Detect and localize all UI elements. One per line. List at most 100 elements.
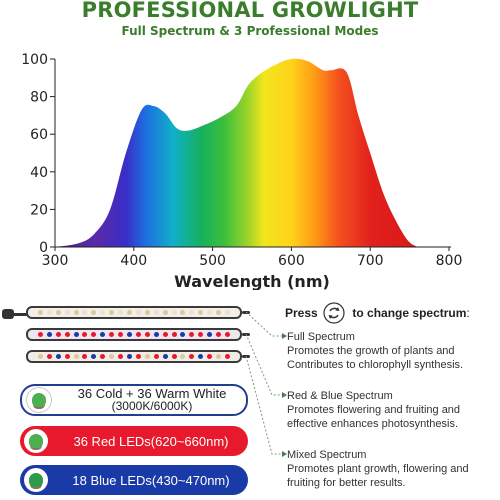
- mode-red-blue-spectrum: Red & Blue Spectrum Promotes flowering a…: [287, 389, 460, 431]
- led-dot: [118, 310, 124, 315]
- mode-mixed-spectrum: Mixed Spectrum Promotes plant growth, fl…: [287, 448, 469, 490]
- spectrum-area: [55, 58, 418, 247]
- led-dot: [135, 332, 141, 337]
- led-dot: [46, 332, 52, 337]
- led-dot: [118, 354, 124, 359]
- led-option-white: 36 Cold + 36 Warm White (3000K/6000K): [20, 384, 248, 416]
- led-dot: [127, 354, 133, 359]
- led-dot: [171, 332, 177, 337]
- led-dot: [82, 310, 88, 315]
- led-dot: [153, 354, 159, 359]
- cycle-arrows-icon[interactable]: [323, 302, 345, 327]
- led-dot: [144, 354, 150, 359]
- led-dot: [109, 332, 115, 337]
- white-light-bar: [26, 306, 242, 319]
- led-dot: [180, 332, 186, 337]
- led-dot: [100, 354, 106, 359]
- led-dot: [109, 354, 115, 359]
- led-dot: [91, 332, 97, 337]
- led-dot: [189, 310, 195, 315]
- led-dot: [109, 310, 115, 315]
- led-dot: [55, 332, 61, 337]
- led-dot: [189, 332, 195, 337]
- led-dot: [216, 354, 222, 359]
- mode-desc-line2: effective enhances photosynthesis.: [287, 418, 459, 430]
- led-option-label: 18 Blue LEDs(430~470nm): [72, 472, 230, 488]
- led-dot: [55, 310, 61, 315]
- led-option-label: 36 Red LEDs(620~660nm): [73, 433, 229, 449]
- mode-desc-line2: Contributes to chlorophyll synthesis.: [287, 359, 464, 371]
- spectrum-chart: 0 20 40 60 80 100 300 400 500 600 700 800 Wavelength…: [21, 52, 463, 290]
- x-tick-label: 500: [199, 253, 226, 269]
- bar-cable: [242, 311, 250, 314]
- bar-cable: [242, 333, 250, 336]
- mode-title: Full Spectrum: [287, 331, 355, 343]
- led-dot: [144, 332, 150, 337]
- bar-cable: [242, 355, 250, 358]
- mode-title: Red & Blue Spectrum: [287, 390, 393, 402]
- x-tick-label: 800: [436, 253, 463, 269]
- led-dot: [198, 332, 204, 337]
- led-dot: [73, 310, 79, 315]
- mode-full-spectrum: Full Spectrum Promotes the growth of pla…: [287, 330, 463, 372]
- x-axis-title: Wavelength (nm): [174, 272, 330, 290]
- led-dot: [37, 354, 43, 359]
- y-tick-label: 60: [30, 127, 48, 143]
- led-dot: [162, 310, 168, 315]
- led-dot: [171, 310, 177, 315]
- led-dot: [127, 310, 133, 315]
- y-tick-label: 0: [39, 240, 48, 256]
- press-label: Press: [285, 306, 318, 320]
- mode-desc-line1: Promotes flowering and fruiting and: [287, 404, 461, 416]
- led-dot: [135, 310, 141, 315]
- led-dot: [73, 332, 79, 337]
- led-dot: [144, 310, 150, 315]
- page-subtitle: Full Spectrum & 3 Professional Modes: [121, 24, 379, 38]
- y-tick-label: 100: [21, 52, 48, 68]
- led-dot: [64, 310, 70, 315]
- led-dot: [46, 354, 52, 359]
- x-tick-label: 600: [278, 253, 305, 269]
- led-dot: [207, 310, 213, 315]
- led-dot: [91, 354, 97, 359]
- led-dot: [207, 354, 213, 359]
- led-dot: [64, 354, 70, 359]
- led-dot: [153, 332, 159, 337]
- led-dot: [180, 310, 186, 315]
- led-dot: [198, 310, 204, 315]
- led-dot: [37, 332, 43, 337]
- led-option-blue: 18 Blue LEDs(430~470nm): [20, 465, 248, 495]
- led-dot: [162, 332, 168, 337]
- led-dot: [224, 332, 230, 337]
- mode-title: Mixed Spectrum: [287, 449, 367, 461]
- mode-desc-line1: Promotes plant growth, flowering and: [287, 463, 469, 475]
- y-tick-label: 80: [30, 90, 48, 106]
- press-suffix: to change spectrum: [352, 306, 467, 320]
- led-dot: [82, 332, 88, 337]
- y-tick-label: 20: [30, 202, 48, 218]
- led-dot: [216, 332, 222, 337]
- led-dot: [189, 354, 195, 359]
- bar-cable: [8, 313, 28, 316]
- led-option-line1: 36 Cold + 36 Warm White: [77, 386, 227, 401]
- led-dot: [82, 354, 88, 359]
- led-dot: [100, 310, 106, 315]
- led-dot: [73, 354, 79, 359]
- led-dot: [46, 310, 52, 315]
- led-dot: [55, 354, 61, 359]
- plant-icon: [24, 429, 48, 453]
- led-dot: [64, 332, 70, 337]
- led-option-red: 36 Red LEDs(620~660nm): [20, 426, 248, 456]
- cable-plug: [2, 309, 14, 319]
- led-dot: [153, 310, 159, 315]
- led-dot: [162, 354, 168, 359]
- led-dot: [37, 310, 43, 315]
- x-tick-label: 400: [120, 253, 147, 269]
- led-dot: [118, 332, 124, 337]
- mode-desc-line2: fruiting for better results.: [287, 477, 406, 489]
- mode-desc-line1: Promotes the growth of plants and: [287, 345, 455, 357]
- page-title: PROFESSIONAL GROWLIGHT: [81, 0, 419, 22]
- press-instruction: Press to change spectrum:: [285, 302, 470, 324]
- red-blue-light-bar: [26, 328, 242, 341]
- led-dot: [224, 354, 230, 359]
